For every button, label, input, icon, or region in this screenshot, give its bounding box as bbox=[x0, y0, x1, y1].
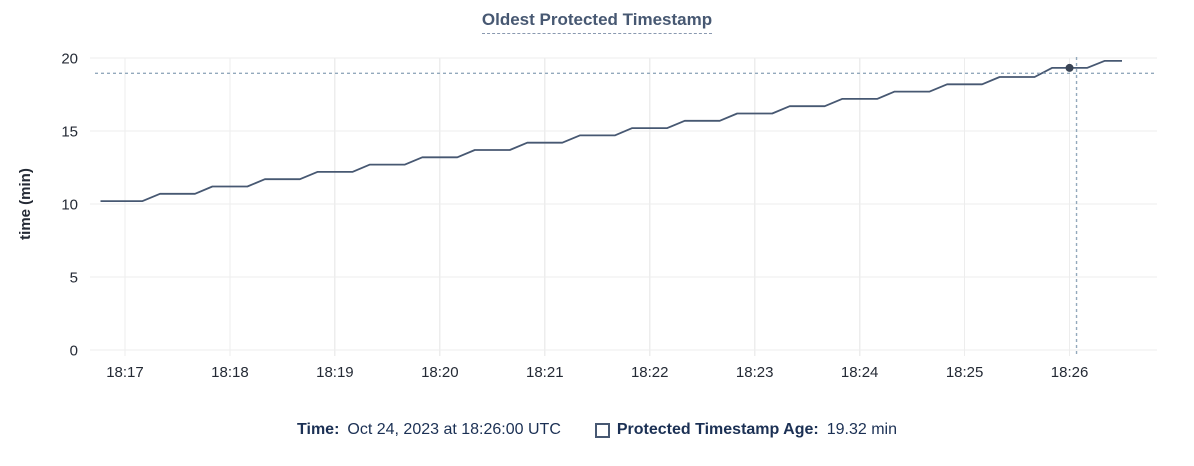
x-tick-label: 18:22 bbox=[631, 364, 669, 381]
x-tick-label: 18:17 bbox=[106, 364, 144, 381]
x-tick-label: 18:19 bbox=[316, 364, 354, 381]
legend-time-label: Time: bbox=[297, 421, 340, 438]
series-line bbox=[100, 59, 1122, 203]
x-tick-label: 18:24 bbox=[841, 364, 879, 381]
legend-time-group: Time: Oct 24, 2023 at 18:26:00 UTC bbox=[297, 421, 561, 439]
legend-series-group: Protected Timestamp Age: 19.32 min bbox=[594, 421, 897, 439]
legend-series-label: Protected Timestamp Age: bbox=[616, 421, 819, 438]
x-tick-label: 18:23 bbox=[736, 364, 774, 381]
x-tick-label: 18:18 bbox=[211, 364, 249, 381]
x-tick-label: 18:21 bbox=[526, 364, 564, 381]
y-axis-label: time (min) bbox=[17, 168, 34, 240]
x-tick-label: 18:20 bbox=[421, 364, 459, 381]
timeseries-chart[interactable]: 0 5 10 15 20 18:17 18:18 18:19 18:20 18:21 18:22 18… bbox=[0, 36, 1194, 416]
legend-series-value: 19.32 min bbox=[826, 421, 897, 438]
x-tick-label: 18:26 bbox=[1051, 364, 1089, 381]
y-tick-label: 10 bbox=[61, 196, 78, 213]
series-swatch-icon bbox=[594, 422, 610, 438]
hover-point-dot[interactable] bbox=[1065, 63, 1074, 72]
x-tick-label: 18:25 bbox=[946, 364, 984, 381]
legend-time-value: Oct 24, 2023 at 18:26:00 UTC bbox=[347, 421, 561, 438]
chart-title[interactable]: Oldest Protected Timestamp bbox=[481, 10, 713, 34]
y-tick-label: 20 bbox=[61, 50, 78, 67]
chart-header: Oldest Protected Timestamp bbox=[0, 10, 1194, 34]
y-tick-label: 0 bbox=[70, 342, 78, 359]
y-tick-label: 5 bbox=[70, 269, 78, 286]
hover-legend: Time: Oct 24, 2023 at 18:26:00 UTC Prote… bbox=[0, 421, 1194, 439]
y-tick-label: 15 bbox=[61, 123, 78, 140]
